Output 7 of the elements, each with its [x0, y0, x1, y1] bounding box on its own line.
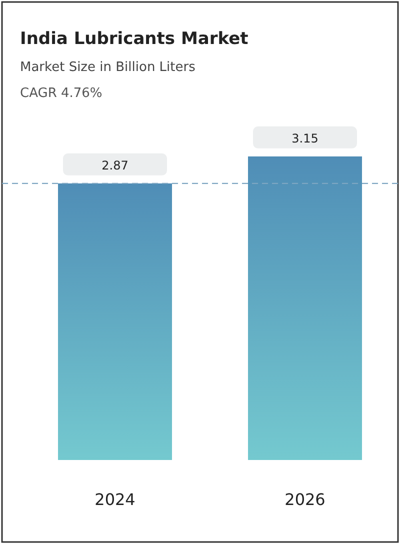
- data-label: 3.15: [292, 131, 318, 146]
- chart-subtitle: Market Size in Billion Liters: [20, 60, 196, 75]
- x-tick-label: 2024: [94, 490, 136, 509]
- data-label: 2.87: [102, 158, 128, 172]
- chart-title: India Lubricants Market: [20, 29, 248, 49]
- text: CAGR 4.76%: [20, 86, 102, 101]
- x-tick-label: 2026: [284, 490, 326, 509]
